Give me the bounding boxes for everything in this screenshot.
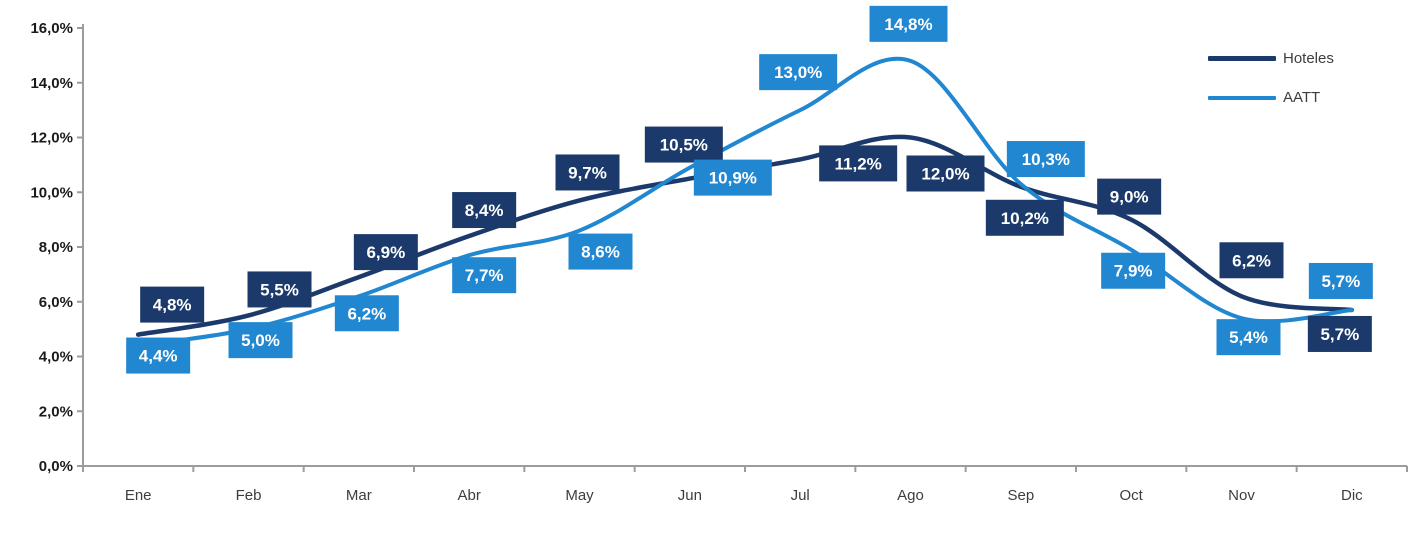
legend-label-aatt: AATT [1283, 89, 1321, 106]
aatt-data-label: 13,0% [759, 54, 838, 91]
y-tick-label: 4,0% [39, 349, 73, 366]
x-tick-label-abr: Abr [457, 487, 480, 504]
x-tick-label-jul: Jul [791, 487, 810, 504]
x-tick-label-mar: Mar [346, 487, 372, 504]
data-label-value: 4,8% [153, 296, 192, 315]
x-tick-label-ago: Ago [897, 487, 924, 504]
aatt-data-label: 10,3% [1006, 141, 1085, 178]
data-label-value: 5,7% [1320, 325, 1359, 344]
y-tick-label: 6,0% [39, 294, 73, 311]
y-tick-label: 2,0% [39, 403, 73, 420]
legend: Hoteles AATT [1208, 50, 1334, 106]
aatt-data-label: 10,9% [693, 159, 772, 196]
y-tick-label: 0,0% [39, 458, 73, 475]
legend-item-hoteles: Hoteles [1208, 50, 1334, 67]
aatt-data-label: 5,4% [1216, 319, 1281, 356]
x-tick-label-nov: Nov [1228, 487, 1255, 504]
aatt-data-label: 7,9% [1101, 252, 1166, 289]
data-label-value: 13,0% [774, 63, 822, 82]
hoteles-data-label: 5,7% [1307, 315, 1372, 352]
x-tick-label-jun: Jun [678, 487, 702, 504]
hoteles-data-label: 10,2% [985, 199, 1064, 236]
data-label-value: 11,2% [835, 154, 882, 173]
hoteles-data-label: 5,5% [247, 271, 312, 308]
data-label-value: 4,4% [139, 347, 178, 366]
data-label-value: 14,8% [884, 15, 932, 34]
aatt-line [136, 56, 1354, 348]
x-tick-label-sep: Sep [1007, 487, 1034, 504]
x-tick-label-oct: Oct [1119, 487, 1143, 504]
y-tick-label: 8,0% [39, 239, 73, 256]
data-label-value: 6,2% [1232, 251, 1271, 270]
data-label-value: 8,4% [465, 201, 504, 220]
hoteles-data-label: 4,8% [140, 286, 205, 323]
y-tick-label: 16,0% [30, 20, 73, 37]
x-tick-label-may: May [565, 487, 594, 504]
data-label-value: 9,0% [1110, 188, 1149, 207]
data-label-value: 10,9% [709, 169, 757, 188]
data-label-value: 10,5% [660, 136, 708, 155]
data-label-value: 6,9% [366, 243, 405, 262]
aatt-data-label: 4,4% [126, 337, 191, 374]
legend-item-aatt: AATT [1208, 89, 1334, 106]
data-label-value: 12,0% [921, 165, 969, 184]
x-tick-label-ene: Ene [125, 487, 152, 504]
data-label-value: 5,4% [1229, 328, 1268, 347]
x-tick-label-dic: Dic [1341, 487, 1363, 504]
hoteles-data-label: 6,9% [353, 234, 418, 271]
hoteles-data-label: 12,0% [906, 155, 985, 192]
hoteles-data-label: 9,7% [555, 154, 620, 191]
data-label-value: 6,2% [347, 304, 386, 323]
aatt-data-label: 5,0% [228, 322, 293, 359]
hoteles-data-label: 6,2% [1219, 242, 1284, 279]
y-tick-label: 10,0% [30, 184, 73, 201]
x-tick-label-feb: Feb [236, 487, 262, 504]
hoteles-line-swatch [1208, 56, 1276, 61]
data-label-value: 5,5% [260, 280, 299, 299]
hoteles-data-label: 8,4% [452, 192, 517, 229]
aatt-data-label: 8,6% [568, 233, 633, 270]
aatt-data-label: 14,8% [869, 5, 948, 42]
legend-label-hoteles: Hoteles [1283, 50, 1334, 67]
hoteles-data-label: 9,0% [1097, 178, 1162, 215]
y-tick-label: 14,0% [30, 75, 73, 92]
data-label-value: 8,6% [581, 243, 620, 262]
aatt-data-label: 5,7% [1308, 262, 1373, 299]
data-label-value: 7,9% [1114, 262, 1153, 281]
data-label-value: 9,7% [568, 163, 607, 182]
y-tick-label: 12,0% [30, 130, 73, 147]
data-label-value: 10,3% [1022, 150, 1070, 169]
data-label-value: 7,7% [465, 266, 504, 285]
hoteles-data-label: 11,2% [819, 145, 898, 182]
data-label-value: 10,2% [1001, 209, 1049, 228]
data-label-value: 5,0% [241, 331, 280, 350]
hoteles-data-label: 10,5% [644, 126, 723, 163]
aatt-line-swatch [1208, 95, 1276, 100]
aatt-data-label: 7,7% [452, 257, 517, 294]
aatt-data-label: 6,2% [334, 295, 399, 332]
data-label-value: 5,7% [1321, 272, 1360, 291]
